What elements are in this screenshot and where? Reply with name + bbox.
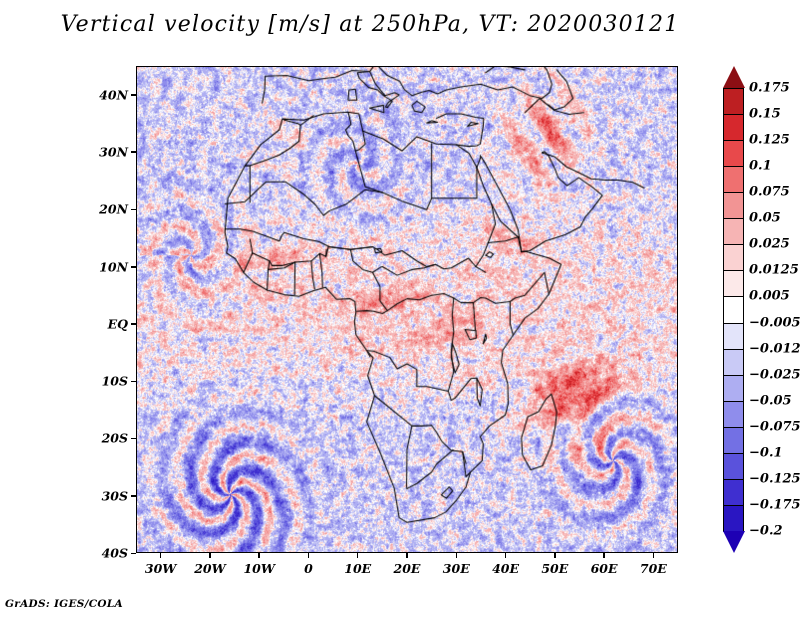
colorbar-swatch[interactable] xyxy=(723,192,744,220)
x-axis-tick xyxy=(209,553,211,558)
y-axis-label: 40S xyxy=(101,545,128,561)
x-axis-tick xyxy=(159,553,162,558)
page-title: Vertical velocity [m/s] at 250hPa, VT: 2… xyxy=(60,12,680,37)
y-axis-tick xyxy=(131,380,136,383)
x-axis-label: 50E xyxy=(541,561,569,576)
y-axis-tick xyxy=(131,151,136,153)
colorbar-swatch[interactable] xyxy=(723,270,744,298)
colorbar-tick-label: −0.175 xyxy=(749,497,800,513)
y-axis-tick xyxy=(131,94,136,96)
x-axis-tick xyxy=(307,553,310,558)
vertical-velocity-heatmap xyxy=(137,67,677,552)
y-axis-tick xyxy=(131,208,136,211)
colorbar-tick-label: −0.05 xyxy=(749,393,792,409)
x-axis-label: 20W xyxy=(194,561,226,576)
colorbar-tick-label: 0.175 xyxy=(749,80,790,96)
x-axis-label: 20E xyxy=(393,561,421,576)
y-axis-label: 20S xyxy=(101,430,128,446)
credit-label: GrADS: IGES/COLA xyxy=(5,598,123,610)
colorbar-arrow-top xyxy=(722,66,745,88)
colorbar-swatch[interactable] xyxy=(723,166,744,194)
y-axis-label: 20N xyxy=(99,201,128,217)
colorbar-swatch[interactable] xyxy=(723,322,744,350)
colorbar-swatch[interactable] xyxy=(723,88,744,116)
y-axis-tick xyxy=(131,323,136,325)
colorbar-swatch[interactable] xyxy=(723,374,744,402)
x-axis-label: 0 xyxy=(304,561,313,576)
y-axis-tick xyxy=(131,266,136,268)
x-axis-tick xyxy=(356,553,359,558)
colorbar-tick-label: −0.075 xyxy=(749,419,800,435)
x-axis-tick xyxy=(504,553,507,558)
y-axis-tick xyxy=(131,495,136,497)
colorbar-swatch[interactable] xyxy=(723,426,744,454)
x-axis-label: 10E xyxy=(344,561,372,576)
colorbar-swatch[interactable] xyxy=(723,244,744,272)
y-axis-label: EQ xyxy=(107,316,128,332)
x-axis-tick xyxy=(603,553,605,558)
x-axis-tick xyxy=(406,553,408,558)
y-axis-label: 10N xyxy=(99,259,128,275)
colorbar-swatch[interactable] xyxy=(723,218,744,246)
x-axis-tick xyxy=(455,553,458,558)
colorbar-swatch[interactable] xyxy=(723,504,744,533)
colorbar-tick-label: −0.005 xyxy=(749,315,800,331)
colorbar-tick-label: −0.025 xyxy=(749,367,800,383)
map-plot-area[interactable] xyxy=(136,66,678,553)
x-axis-tick xyxy=(652,553,655,558)
colorbar-swatch[interactable] xyxy=(723,296,744,324)
x-axis-tick xyxy=(258,553,260,558)
colorbar-swatch[interactable] xyxy=(723,452,744,481)
colorbar-tick-label: −0.2 xyxy=(749,523,783,539)
colorbar-tick-label: −0.0125 xyxy=(749,341,800,357)
y-axis-label: 10S xyxy=(101,373,128,389)
colorbar-tick-label: 0.005 xyxy=(749,288,790,304)
x-axis-label: 70E xyxy=(639,561,667,576)
colorbar-tick-label: −0.1 xyxy=(749,445,783,461)
colorbar-swatch[interactable] xyxy=(723,140,744,168)
y-axis-label: 30N xyxy=(99,144,128,160)
colorbar-swatch[interactable] xyxy=(723,348,744,376)
colorbar-tick-label: 0.075 xyxy=(749,184,790,200)
colorbar-tick-label: 0.05 xyxy=(749,210,781,226)
x-axis-label: 60E xyxy=(590,561,618,576)
y-axis-label: 40N xyxy=(99,87,128,103)
x-axis-label: 30W xyxy=(144,561,177,576)
colorbar[interactable]: 0.175 0.15 0.125 0.1 0.075 0.05 0.025 0.0125 0.0… xyxy=(722,66,800,553)
colorbar-tick-label: −0.125 xyxy=(749,471,800,487)
y-axis-tick xyxy=(131,437,136,440)
colorbar-tick-label: 0.15 xyxy=(749,106,781,122)
x-axis-label: 10W xyxy=(243,561,275,576)
colorbar-swatch[interactable] xyxy=(723,478,744,507)
colorbar-tick-label: 0.125 xyxy=(749,132,790,148)
colorbar-arrow-bottom xyxy=(722,531,745,553)
colorbar-swatch[interactable] xyxy=(723,400,744,428)
colorbar-swatch[interactable] xyxy=(723,114,744,142)
colorbar-tick-label: 0.1 xyxy=(749,158,772,174)
colorbar-tick-label: 0.0125 xyxy=(749,262,799,278)
x-axis-label: 30E xyxy=(442,561,470,576)
x-axis-tick xyxy=(554,553,556,558)
y-axis-label: 30S xyxy=(101,488,128,504)
y-axis-tick xyxy=(131,552,136,554)
colorbar-tick-label: 0.025 xyxy=(749,236,790,252)
x-axis-label: 40E xyxy=(492,561,519,576)
